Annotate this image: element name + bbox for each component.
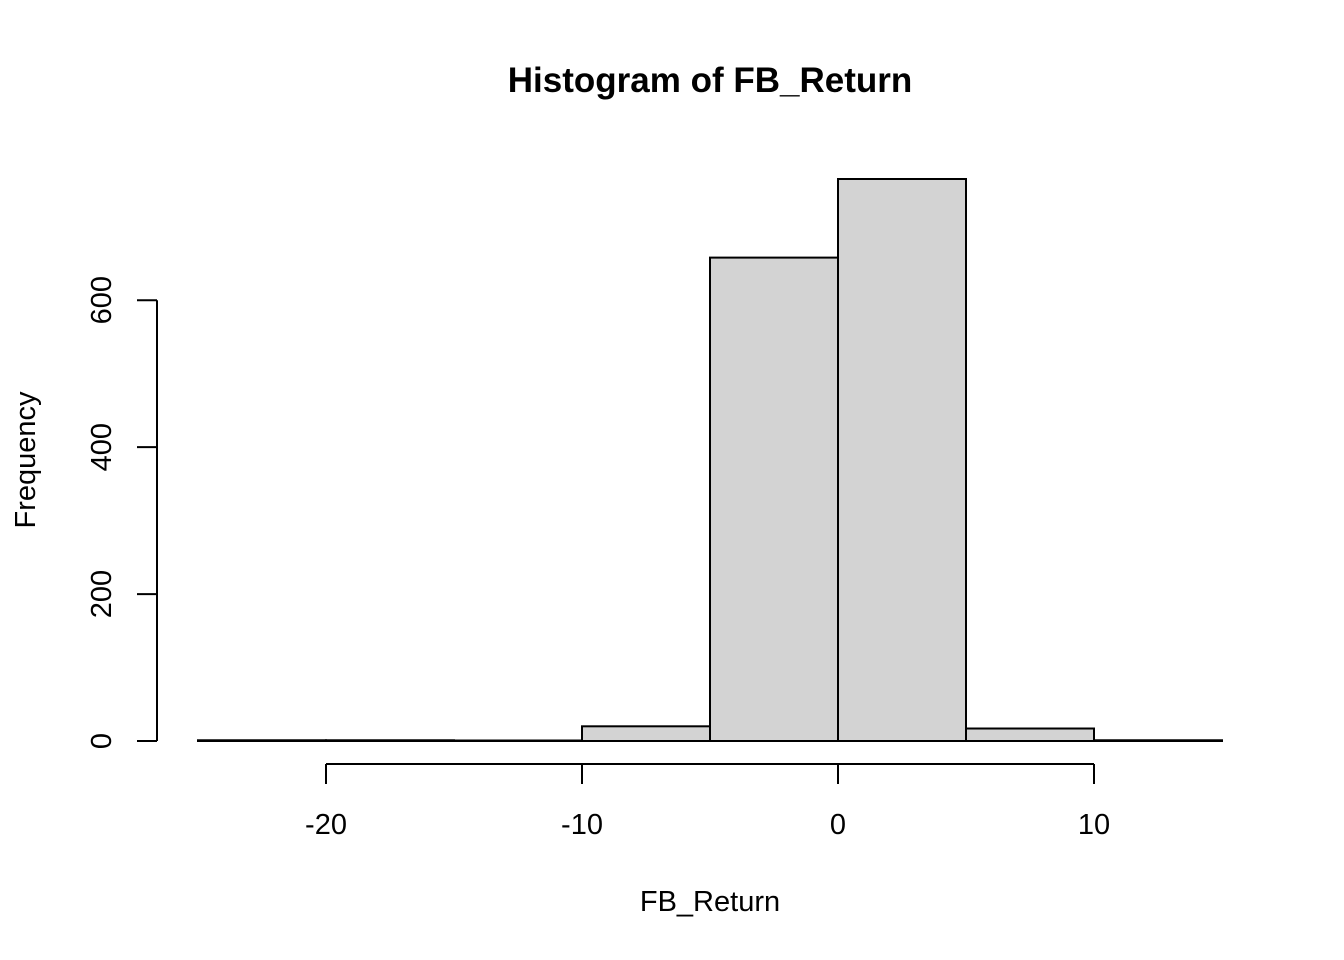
histogram-bar: [1093, 739, 1223, 743]
histogram-bar: [197, 739, 327, 743]
histogram-bar: [581, 725, 711, 742]
histogram-bar: [965, 727, 1095, 742]
bars-group: [197, 178, 1223, 743]
chart-title: Histogram of FB_Return: [508, 61, 912, 100]
histogram-bar: [709, 256, 839, 742]
x-tick-label: 0: [830, 809, 846, 841]
y-tick-label: 400: [86, 423, 118, 471]
x-tick-label: 10: [1078, 809, 1110, 841]
x-axis: -20 -10 0 10: [305, 763, 1110, 841]
y-tick-label: 0: [86, 733, 118, 749]
y-axis: 0 200 400 600: [86, 276, 158, 749]
x-tick-label: -10: [561, 809, 603, 841]
histogram-bar: [837, 178, 967, 742]
y-tick-label: 200: [86, 570, 118, 618]
x-tick-label: -20: [305, 809, 347, 841]
y-axis-label: Frequency: [10, 391, 42, 529]
x-axis-label: FB_Return: [640, 886, 780, 918]
histogram-bar: [325, 739, 455, 743]
y-tick-label: 600: [86, 276, 118, 324]
histogram-bar: [453, 739, 583, 742]
